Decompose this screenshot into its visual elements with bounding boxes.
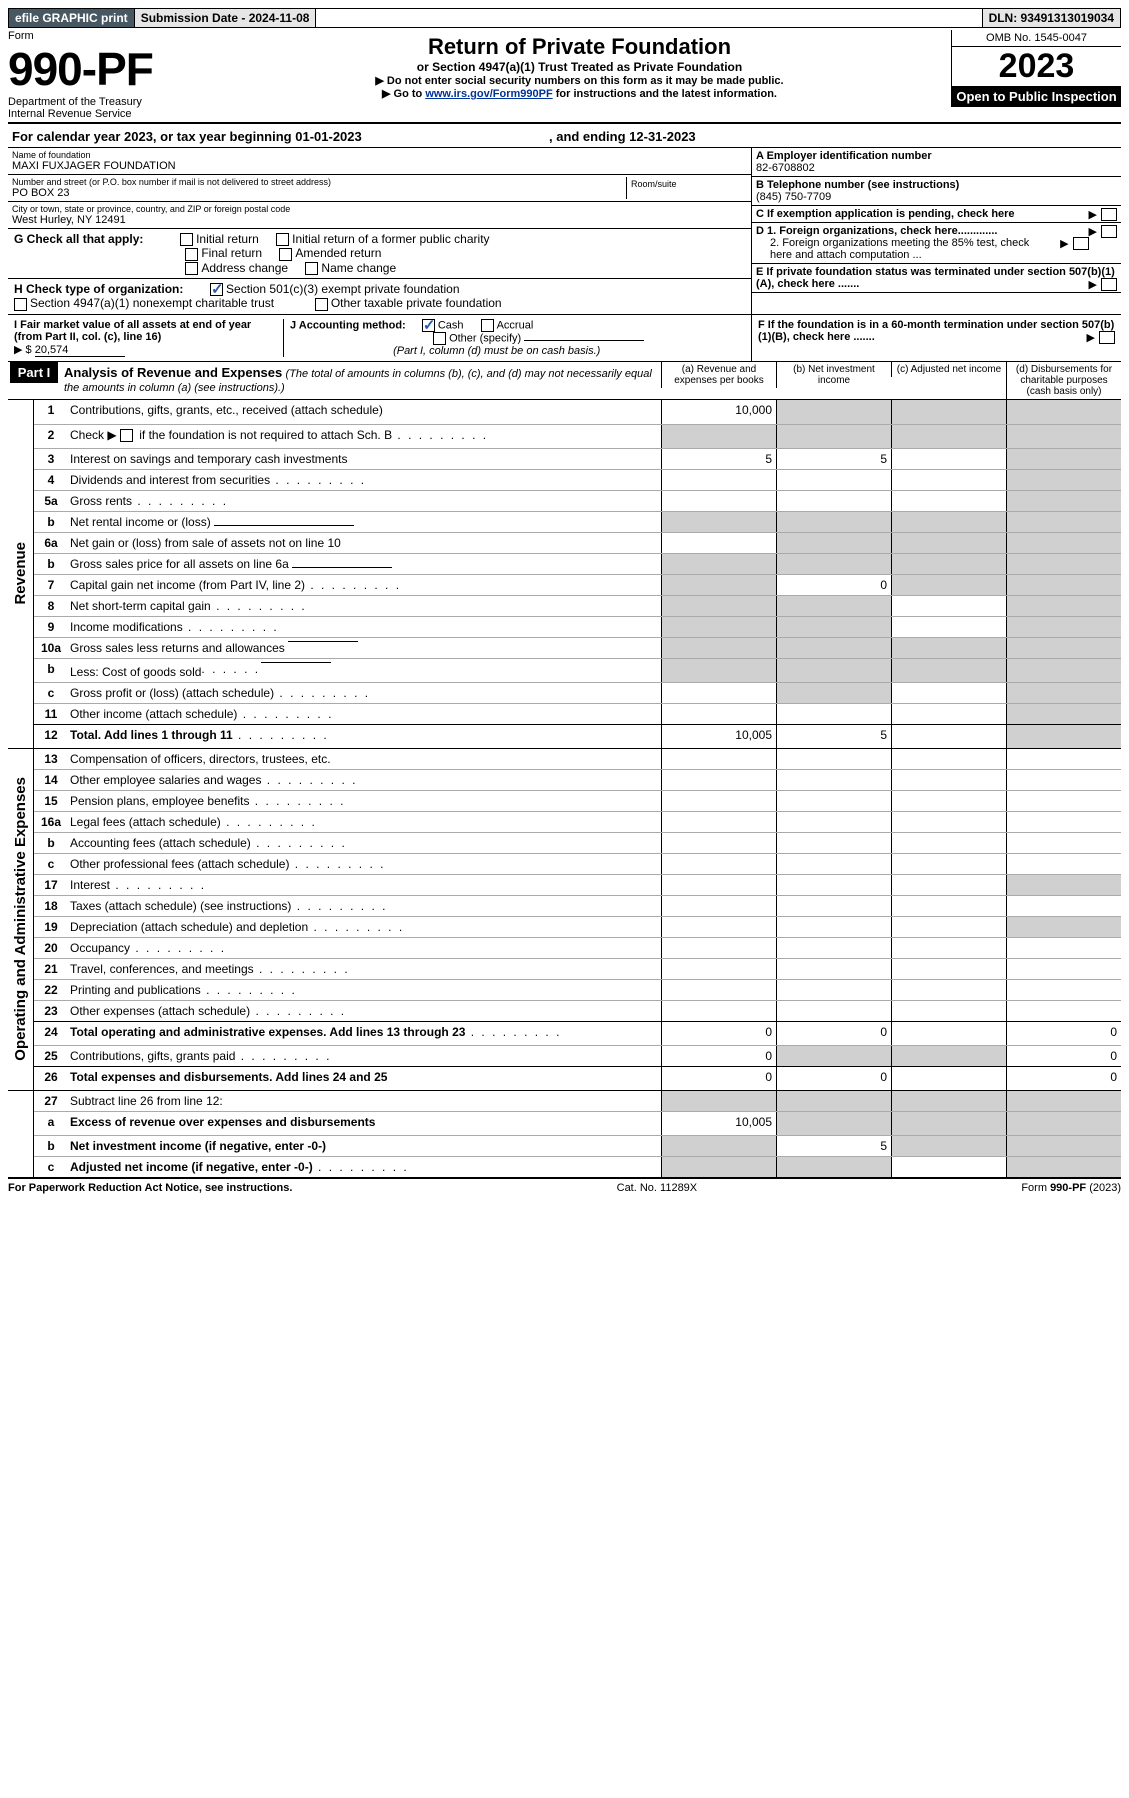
f-label: F If the foundation is in a 60-month ter… xyxy=(758,319,1114,343)
submission-date: Submission Date - 2024-11-08 xyxy=(135,9,317,27)
chk-c[interactable] xyxy=(1101,208,1117,221)
form-inst2: ▶ Go to www.irs.gov/Form990PF for instru… xyxy=(218,87,941,100)
omb-number: OMB No. 1545-0047 xyxy=(952,30,1121,47)
chk-amended[interactable]: Amended return xyxy=(279,246,381,260)
line27-block: 27Subtract line 26 from line 12: aExcess… xyxy=(8,1091,1121,1179)
calendar-year: For calendar year 2023, or tax year begi… xyxy=(8,126,1121,147)
chk-other-taxable[interactable]: Other taxable private foundation xyxy=(315,296,502,310)
paperwork-notice: For Paperwork Reduction Act Notice, see … xyxy=(8,1182,292,1194)
chk-name-change[interactable]: Name change xyxy=(305,261,396,275)
irs-link[interactable]: www.irs.gov/Form990PF xyxy=(425,88,552,100)
h-label: H Check type of organization: xyxy=(14,282,183,296)
phone-label: B Telephone number (see instructions) xyxy=(756,179,959,191)
col-d-hdr: (d) Disbursements for charitable purpose… xyxy=(1006,362,1121,399)
r3-b: 5 xyxy=(776,449,891,469)
r12-a: 10,005 xyxy=(661,725,776,748)
foundation-name: MAXI FUXJAGER FOUNDATION xyxy=(12,160,176,172)
expenses-side: Operating and Administrative Expenses xyxy=(12,777,29,1061)
form-code: 990-PF xyxy=(8,42,208,96)
addr-label: Number and street (or P.O. box number if… xyxy=(12,177,626,187)
d2-label: 2. Foreign organizations meeting the 85%… xyxy=(756,237,1036,261)
expenses-block: Operating and Administrative Expenses 13… xyxy=(8,749,1121,1091)
fmv-value: 20,574 xyxy=(35,344,125,357)
ein: 82-6708802 xyxy=(756,162,815,174)
address: PO BOX 23 xyxy=(12,187,69,199)
room-label: Room/suite xyxy=(631,179,743,189)
r27b-b: 5 xyxy=(776,1136,891,1156)
col-a-hdr: (a) Revenue and expenses per books xyxy=(661,362,776,388)
tax-year: 2023 xyxy=(952,47,1121,86)
part1-title: Analysis of Revenue and Expenses xyxy=(64,365,282,380)
cat-no: Cat. No. 11289X xyxy=(617,1182,698,1194)
part1-header: Part I Analysis of Revenue and Expenses … xyxy=(8,362,1121,400)
r26-a: 0 xyxy=(661,1067,776,1090)
c-label: C If exemption application is pending, c… xyxy=(756,208,1015,220)
r25-d: 0 xyxy=(1006,1046,1121,1066)
r25-a: 0 xyxy=(661,1046,776,1066)
r24-a: 0 xyxy=(661,1022,776,1045)
phone: (845) 750-7709 xyxy=(756,191,831,203)
chk-accrual[interactable]: Accrual xyxy=(481,319,534,332)
e-label: E If private foundation status was termi… xyxy=(756,266,1115,290)
chk-addr-change[interactable]: Address change xyxy=(185,261,288,275)
part1-label: Part I xyxy=(10,362,59,383)
j-note: (Part I, column (d) must be on cash basi… xyxy=(393,345,600,357)
open-public: Open to Public Inspection xyxy=(952,86,1121,107)
chk-e[interactable] xyxy=(1101,278,1117,291)
col-b-hdr: (b) Net investment income xyxy=(776,362,891,388)
r7-b: 0 xyxy=(776,575,891,595)
chk-initial-former[interactable]: Initial return of a former public charit… xyxy=(276,232,489,246)
r26-d: 0 xyxy=(1006,1067,1121,1090)
form-subtitle: or Section 4947(a)(1) Trust Treated as P… xyxy=(218,60,941,74)
form-footer: 990-PF xyxy=(1050,1182,1086,1194)
r3-a: 5 xyxy=(661,449,776,469)
page-footer: For Paperwork Reduction Act Notice, see … xyxy=(8,1179,1121,1194)
col-c-hdr: (c) Adjusted net income xyxy=(891,362,1006,377)
chk-other-acct[interactable]: Other (specify) xyxy=(433,332,644,345)
r1-a: 10,000 xyxy=(661,400,776,424)
chk-final[interactable]: Final return xyxy=(185,246,262,260)
section-ijf: I Fair market value of all assets at end… xyxy=(8,314,1121,362)
r12-b: 5 xyxy=(776,725,891,748)
r26-b: 0 xyxy=(776,1067,891,1090)
efile-label: efile GRAPHIC print xyxy=(9,9,135,27)
city-state-zip: West Hurley, NY 12491 xyxy=(12,214,126,226)
chk-d1[interactable] xyxy=(1101,225,1117,238)
city-label: City or town, state or province, country… xyxy=(12,204,747,214)
form-inst1: ▶ Do not enter social security numbers o… xyxy=(218,74,941,87)
efile-topbar: efile GRAPHIC print Submission Date - 20… xyxy=(8,8,1121,28)
irs: Internal Revenue Service xyxy=(8,108,208,120)
i-label: I Fair market value of all assets at end… xyxy=(14,319,251,343)
chk-no-schb[interactable] xyxy=(120,429,133,442)
name-label: Name of foundation xyxy=(12,150,747,160)
revenue-block: Revenue 1Contributions, gifts, grants, e… xyxy=(8,400,1121,749)
ein-label: A Employer identification number xyxy=(756,150,932,162)
chk-4947a1[interactable]: Section 4947(a)(1) nonexempt charitable … xyxy=(14,296,274,310)
r24-b: 0 xyxy=(776,1022,891,1045)
g-label: G Check all that apply: xyxy=(14,232,143,246)
chk-cash[interactable]: Cash xyxy=(422,319,464,332)
chk-501c3[interactable]: Section 501(c)(3) exempt private foundat… xyxy=(210,282,459,296)
dln: DLN: 93491313019034 xyxy=(983,9,1120,27)
r24-d: 0 xyxy=(1006,1022,1121,1045)
r27a-a: 10,005 xyxy=(661,1112,776,1135)
chk-f[interactable] xyxy=(1099,331,1115,344)
d1-label: D 1. Foreign organizations, check here..… xyxy=(756,225,997,237)
chk-initial[interactable]: Initial return xyxy=(180,232,259,246)
form-header: Form 990-PF Department of the Treasury I… xyxy=(8,30,1121,120)
chk-d2[interactable] xyxy=(1073,237,1089,250)
revenue-side: Revenue xyxy=(12,542,29,605)
entity-header: Name of foundation MAXI FUXJAGER FOUNDAT… xyxy=(8,147,1121,314)
form-label: Form xyxy=(8,30,208,42)
form-title: Return of Private Foundation xyxy=(218,34,941,60)
j-label: J Accounting method: xyxy=(290,319,406,331)
dept: Department of the Treasury xyxy=(8,96,208,108)
